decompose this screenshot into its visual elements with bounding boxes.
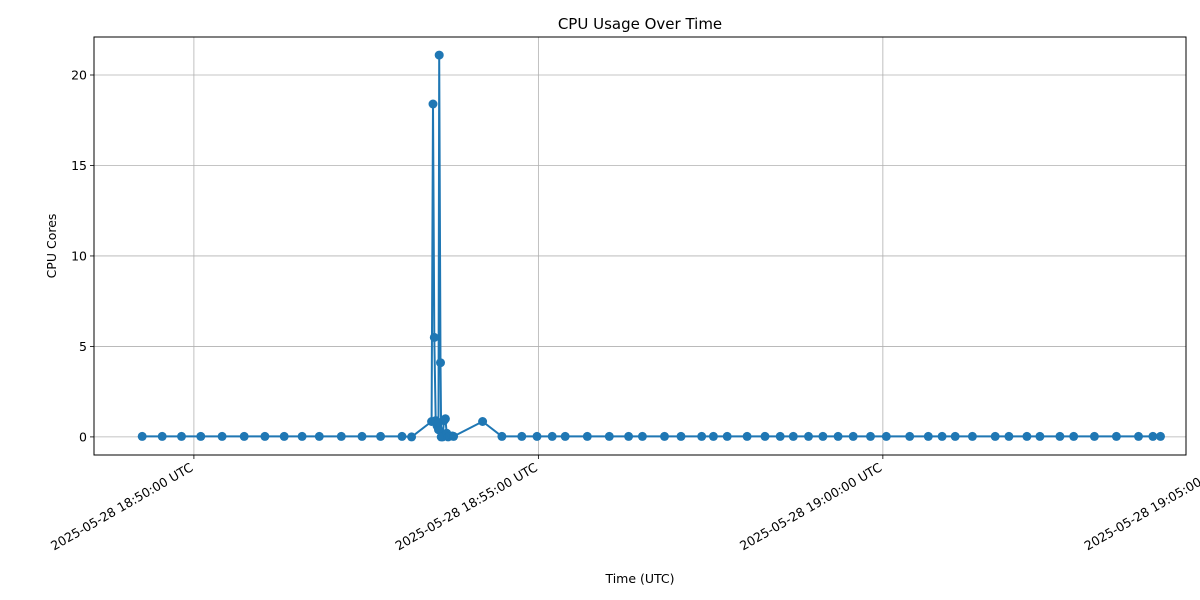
data-point <box>397 431 407 441</box>
data-point <box>624 431 634 441</box>
data-point <box>708 431 718 441</box>
data-point <box>604 431 614 441</box>
data-point <box>1022 431 1032 441</box>
data-point <box>434 50 444 60</box>
data-point <box>742 431 752 441</box>
data-point <box>428 99 438 109</box>
data-point <box>833 431 843 441</box>
data-point <box>547 431 557 441</box>
data-point <box>497 431 507 441</box>
data-point <box>937 431 947 441</box>
data-point <box>436 358 445 368</box>
data-point <box>560 431 570 441</box>
data-point <box>788 431 798 441</box>
data-point <box>1035 431 1045 441</box>
plot-area-frame <box>93 36 1187 456</box>
chart-title: CPU Usage Over Time <box>558 15 722 33</box>
data-point <box>967 431 977 441</box>
data-point <box>440 414 450 424</box>
data-point <box>449 431 459 441</box>
data-point <box>676 431 686 441</box>
data-point <box>1156 431 1165 441</box>
data-point <box>582 431 592 441</box>
y-tick-label: 20 <box>71 68 87 83</box>
data-point <box>1004 431 1014 441</box>
y-tick-label: 0 <box>79 429 87 444</box>
y-tick-label: 5 <box>79 339 87 354</box>
data-point <box>239 431 249 441</box>
data-point <box>722 431 732 441</box>
x-axis-title: Time (UTC) <box>604 571 674 586</box>
data-point <box>532 431 542 441</box>
data-point <box>434 425 443 435</box>
data-point <box>429 332 439 342</box>
data-point <box>157 431 167 441</box>
data-point <box>866 431 875 441</box>
data-point <box>1089 431 1099 441</box>
data-point <box>660 431 669 441</box>
data-point <box>1148 431 1158 441</box>
y-tick-label: 10 <box>71 248 87 263</box>
data-point <box>1134 431 1143 441</box>
y-axis-title: CPU Cores <box>44 214 59 279</box>
data-point <box>196 431 206 441</box>
data-point <box>950 431 960 441</box>
data-point <box>804 431 813 441</box>
data-point <box>177 431 186 441</box>
data-point <box>881 431 891 441</box>
data-point <box>478 417 488 426</box>
data-point <box>923 431 933 441</box>
data-point <box>336 431 346 441</box>
data-point <box>990 431 1000 441</box>
data-point <box>1111 431 1121 441</box>
data-point <box>517 431 527 441</box>
series-cpu-cores <box>137 50 1165 442</box>
data-point <box>260 431 270 441</box>
data-point <box>217 431 227 441</box>
data-point <box>376 431 386 441</box>
data-point <box>279 431 289 441</box>
data-point <box>1055 431 1065 441</box>
data-point <box>697 431 707 441</box>
data-point <box>775 431 785 441</box>
data-point <box>297 431 307 441</box>
data-point <box>137 431 147 441</box>
data-point <box>637 431 647 441</box>
data-point <box>760 431 770 441</box>
data-point <box>848 431 858 441</box>
data-point <box>314 431 324 441</box>
data-point <box>818 431 828 441</box>
data-point <box>905 431 915 441</box>
data-point <box>357 431 367 441</box>
data-point <box>407 432 417 442</box>
data-point <box>1069 431 1079 441</box>
y-tick-label: 15 <box>71 158 87 173</box>
